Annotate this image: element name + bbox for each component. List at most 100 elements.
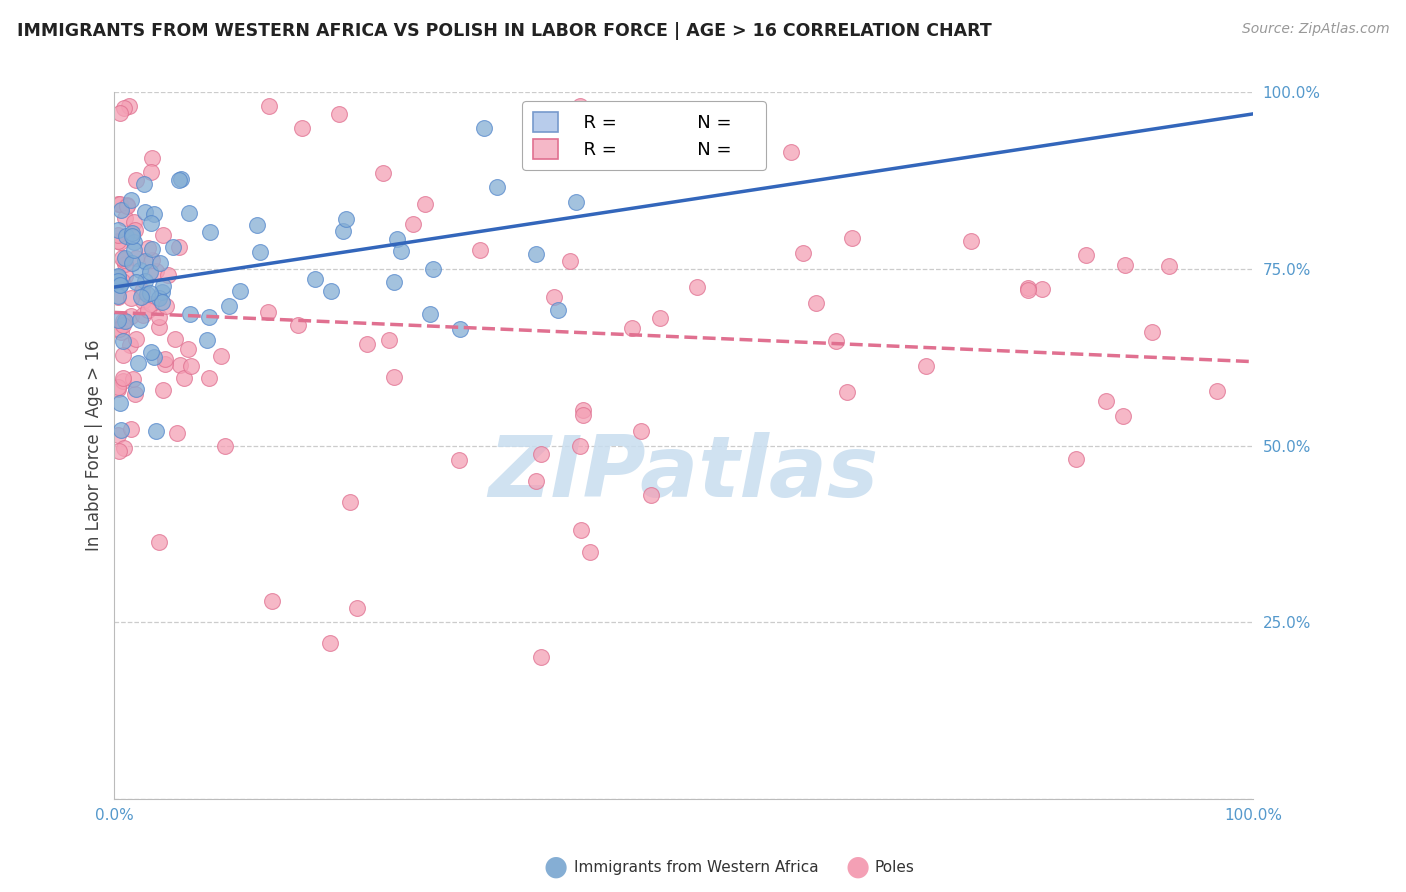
Point [108, 106, 131, 120]
Point [229, 284, 252, 298]
Point [107, 197, 129, 211]
Point [121, 226, 143, 240]
Point [1112, 409, 1135, 424]
Point [1064, 451, 1087, 466]
Point [382, 369, 405, 384]
Point [124, 276, 146, 290]
Point [198, 310, 221, 325]
Point [108, 196, 131, 211]
Point [565, 195, 588, 210]
Point [179, 307, 201, 321]
Point [111, 334, 134, 349]
Point [124, 332, 146, 346]
Point [152, 383, 174, 397]
Point [114, 257, 136, 271]
Point [108, 277, 131, 292]
Point [141, 151, 163, 165]
Point [356, 337, 378, 351]
Point [422, 262, 444, 277]
Point [145, 425, 167, 439]
Point [108, 235, 131, 250]
Point [547, 303, 569, 318]
Point [474, 120, 496, 135]
Point [134, 254, 156, 268]
Point [132, 177, 155, 191]
Point [180, 359, 202, 374]
Point [136, 241, 159, 255]
Text: ●: ● [845, 853, 870, 881]
Point [167, 240, 190, 254]
Point [1114, 258, 1136, 272]
Point [120, 193, 142, 207]
Point [134, 204, 156, 219]
Point [569, 524, 592, 538]
Point [107, 428, 129, 442]
Point [114, 314, 136, 328]
Point [114, 269, 136, 284]
Point [115, 199, 138, 213]
Point [291, 120, 314, 135]
Point [120, 309, 142, 323]
Y-axis label: In Labor Force | Age > 16: In Labor Force | Age > 16 [86, 340, 103, 551]
Point [150, 285, 173, 300]
Point [304, 272, 326, 286]
Point [120, 338, 142, 352]
Text: 122: 122 [686, 145, 720, 163]
Text: 75: 75 [686, 117, 709, 136]
Point [111, 348, 134, 362]
Text: ●: ● [543, 853, 568, 881]
Point [108, 277, 131, 292]
Point [569, 439, 592, 453]
Point [124, 223, 146, 237]
Point [120, 291, 142, 305]
Point [112, 374, 135, 388]
Point [177, 342, 200, 356]
Point [114, 211, 136, 226]
Point [114, 251, 136, 265]
Point [136, 303, 159, 318]
Point [257, 305, 280, 319]
Point [1140, 325, 1163, 339]
Point [640, 488, 662, 502]
Point [107, 274, 129, 288]
Point [139, 345, 162, 359]
Point [792, 246, 814, 260]
Point [122, 235, 145, 250]
Point [179, 206, 201, 220]
Point [112, 441, 135, 455]
Point [149, 256, 172, 270]
Point [173, 370, 195, 384]
Point [125, 173, 148, 187]
Point [129, 290, 152, 304]
Point [170, 172, 193, 186]
Point [148, 535, 170, 549]
Point [389, 244, 412, 259]
Point [108, 322, 131, 336]
Point [141, 165, 163, 179]
Point [319, 636, 342, 650]
Point [132, 294, 155, 309]
Point [155, 299, 177, 313]
Point [121, 372, 143, 386]
Point [335, 211, 357, 226]
Point [107, 228, 129, 243]
Point [449, 322, 471, 336]
Text: Source: ZipAtlas.com: Source: ZipAtlas.com [1241, 22, 1389, 37]
Point [630, 425, 652, 439]
Point [214, 439, 236, 453]
Point [148, 310, 170, 324]
Text: N =: N = [644, 145, 678, 163]
Point [1159, 259, 1181, 273]
Point [568, 99, 591, 113]
Point [841, 231, 863, 245]
Point [141, 242, 163, 256]
Point [621, 320, 644, 334]
Point [135, 286, 157, 301]
Point [321, 284, 343, 298]
Point [108, 396, 131, 410]
Point [107, 443, 129, 458]
Point [169, 359, 191, 373]
Point [198, 371, 221, 385]
Point [110, 203, 132, 218]
Point [603, 152, 626, 166]
